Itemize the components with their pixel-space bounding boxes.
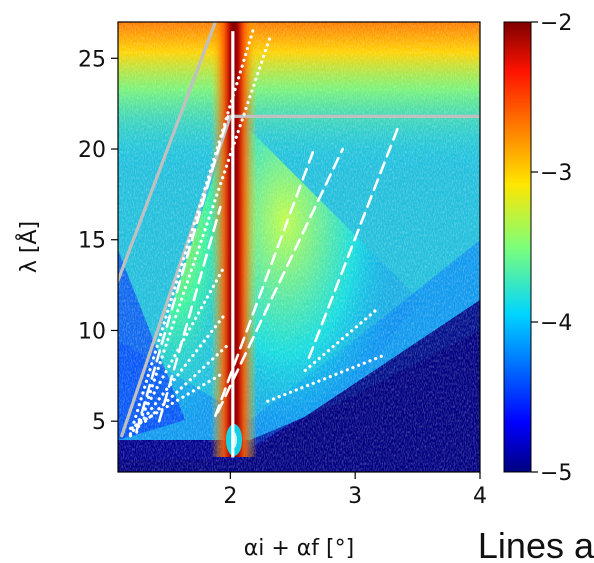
y-tick-label: 25 <box>78 47 106 72</box>
colorbar-tick-label: −3 <box>540 161 572 186</box>
white-dotted-line-4 <box>266 354 385 403</box>
slide-caption: Lines a <box>478 525 594 563</box>
y-axis-title: λ [Å] <box>15 221 42 273</box>
white-dotted-line-6 <box>138 310 229 425</box>
white-dashed-line-5 <box>307 124 401 359</box>
x-tick-label: 3 <box>348 484 362 509</box>
gray-guide-line-3 <box>118 22 217 286</box>
colorbar-tick-label: −5 <box>540 461 572 486</box>
colorbar-tick-label: −2 <box>540 11 572 36</box>
colorbar <box>504 22 531 472</box>
x-tick-label: 4 <box>473 484 487 509</box>
heatmap-image <box>118 22 480 472</box>
white-dotted-line-2 <box>135 34 272 434</box>
x-tick-label: 2 <box>223 484 237 509</box>
colorbar-tick-label: −4 <box>540 311 572 336</box>
colorbar-frame <box>503 21 532 473</box>
plot-frame <box>117 21 481 473</box>
y-tick-label: 15 <box>78 229 106 254</box>
white-dotted-line-5 <box>128 265 226 438</box>
y-axis: 5 10 15 20 25 <box>78 47 118 435</box>
white-dotted-line-3 <box>303 307 380 372</box>
white-dashed-line-4 <box>216 147 344 414</box>
white-dashed-line-1 <box>135 115 230 432</box>
y-tick-label: 20 <box>78 138 106 163</box>
colorbar-axis: −2 −3 −4 −5 <box>531 11 572 486</box>
white-dotted-line-8 <box>128 372 224 431</box>
white-dotted-lines <box>128 29 385 438</box>
x-axis-title: αi + αf [°] <box>244 536 354 561</box>
y-tick-label: 10 <box>78 319 106 344</box>
y-tick-label: 5 <box>92 410 106 435</box>
x-axis: 2 3 4 <box>223 472 487 509</box>
white-dotted-line-7 <box>143 343 230 423</box>
